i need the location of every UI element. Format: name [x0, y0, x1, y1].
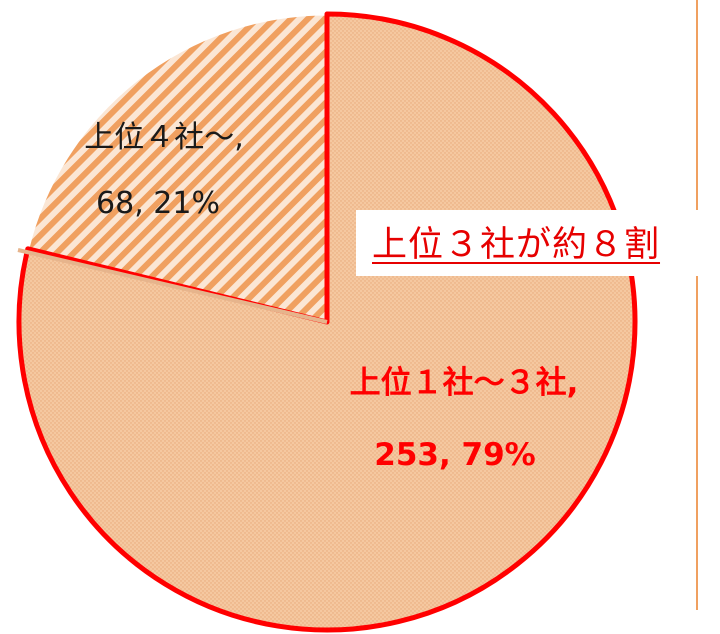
- slice-divider: [17, 248, 328, 324]
- pie-slice-rest: [25, 12, 329, 324]
- label-top3-name: 上位１社～３社,: [350, 365, 579, 401]
- label-top3-values: 253, 79%: [374, 437, 535, 473]
- annotation-box: [356, 210, 720, 276]
- annotation-text: 上位３社が約８割: [372, 225, 661, 265]
- right-border-line: [696, 0, 698, 610]
- pie-slice-top3: [16, 11, 638, 633]
- label-rest-name: 上位４社～,: [84, 120, 244, 155]
- label-rest-values: 68, 21%: [96, 186, 220, 221]
